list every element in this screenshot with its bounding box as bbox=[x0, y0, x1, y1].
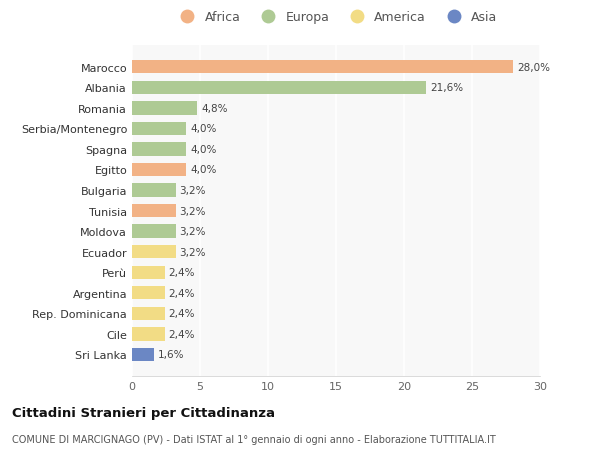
Bar bbox=[132, 246, 176, 259]
Bar bbox=[132, 102, 197, 115]
Bar bbox=[132, 123, 187, 136]
Text: 1,6%: 1,6% bbox=[158, 350, 184, 360]
Bar bbox=[132, 61, 513, 74]
Bar bbox=[132, 328, 164, 341]
Text: 4,0%: 4,0% bbox=[190, 124, 217, 134]
Text: 21,6%: 21,6% bbox=[430, 83, 463, 93]
Text: 3,2%: 3,2% bbox=[179, 206, 206, 216]
Text: Cittadini Stranieri per Cittadinanza: Cittadini Stranieri per Cittadinanza bbox=[12, 406, 275, 419]
Text: 3,2%: 3,2% bbox=[179, 227, 206, 237]
Bar bbox=[132, 307, 164, 320]
Bar bbox=[132, 204, 176, 218]
Bar bbox=[132, 81, 426, 95]
Text: 3,2%: 3,2% bbox=[179, 247, 206, 257]
Bar bbox=[132, 225, 176, 238]
Bar bbox=[132, 163, 187, 177]
Legend: Africa, Europa, America, Asia: Africa, Europa, America, Asia bbox=[170, 6, 502, 29]
Text: 2,4%: 2,4% bbox=[169, 309, 195, 319]
Text: 2,4%: 2,4% bbox=[169, 329, 195, 339]
Text: 4,8%: 4,8% bbox=[202, 104, 228, 113]
Text: 4,0%: 4,0% bbox=[190, 145, 217, 155]
Bar bbox=[132, 143, 187, 156]
Bar bbox=[132, 348, 154, 361]
Text: 2,4%: 2,4% bbox=[169, 268, 195, 278]
Bar bbox=[132, 184, 176, 197]
Text: 4,0%: 4,0% bbox=[190, 165, 217, 175]
Bar bbox=[132, 286, 164, 300]
Text: 3,2%: 3,2% bbox=[179, 185, 206, 196]
Text: COMUNE DI MARCIGNAGO (PV) - Dati ISTAT al 1° gennaio di ogni anno - Elaborazione: COMUNE DI MARCIGNAGO (PV) - Dati ISTAT a… bbox=[12, 434, 496, 444]
Text: 28,0%: 28,0% bbox=[517, 62, 550, 73]
Text: 2,4%: 2,4% bbox=[169, 288, 195, 298]
Bar bbox=[132, 266, 164, 280]
